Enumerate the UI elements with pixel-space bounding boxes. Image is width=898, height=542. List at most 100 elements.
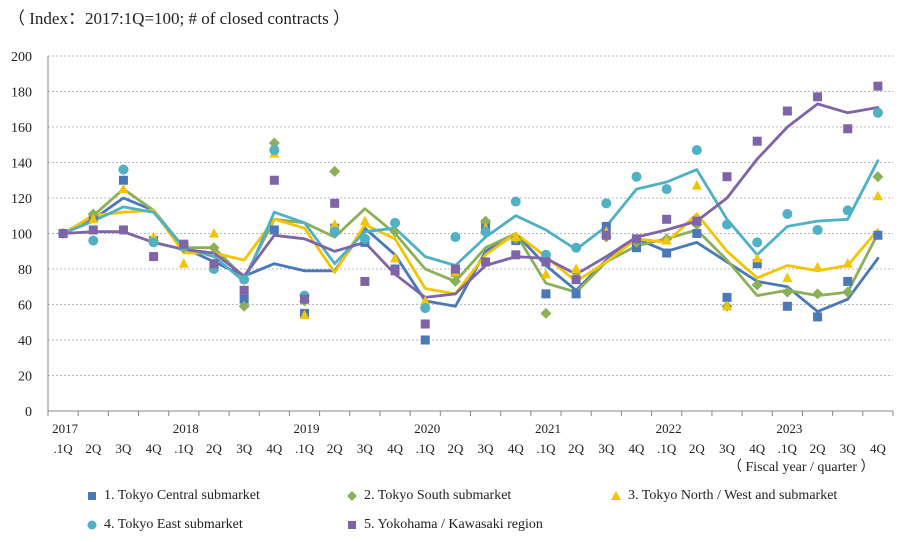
series-1-point: [873, 230, 883, 240]
legend-diamond-marker-icon: [347, 491, 357, 501]
series-5-point: [782, 106, 792, 116]
x-quarter-label: 4Q: [749, 441, 766, 456]
series-3-point: [299, 309, 310, 320]
series-5-point: [330, 198, 340, 208]
series-1-point: [813, 312, 823, 322]
series-4-point: [88, 235, 99, 246]
series-3-point: [661, 235, 672, 245]
legend-label: 4. Tokyo East submarket: [104, 517, 243, 532]
series-4-point: [390, 217, 401, 228]
series-4-point: [540, 249, 551, 260]
series-1-point: [571, 289, 581, 299]
series-1-point: [752, 259, 762, 269]
series-3-point: [359, 215, 370, 226]
series-3-point: [571, 263, 582, 273]
y-tick-label: 40: [18, 334, 32, 349]
x-quarter-label: 2Q: [327, 441, 344, 456]
x-quarter-label: .1Q: [295, 441, 315, 456]
legend-label: 1. Tokyo Central submarket: [104, 488, 260, 503]
series-5-point: [873, 81, 883, 91]
x-quarter-label: 2Q: [810, 441, 827, 456]
series-5-point: [88, 225, 98, 235]
series-line-5: [61, 102, 880, 299]
y-tick-label: 180: [11, 86, 32, 101]
series-5-point: [58, 229, 68, 238]
series-5-point: [269, 175, 279, 185]
series-3-point: [752, 252, 763, 263]
series-4-point: [450, 232, 461, 243]
legend-item-tokyo-south: 2. Tokyo South submarket: [346, 488, 511, 504]
x-quarter-label: 4Q: [629, 441, 646, 456]
series-5-point: [239, 285, 249, 295]
series-4-point: [239, 274, 250, 285]
series-2-point: [842, 286, 854, 298]
series-5-point: [420, 319, 430, 329]
x-quarter-label: 3Q: [478, 441, 495, 456]
series-2-point: [480, 215, 492, 227]
legend-square-marker-icon: [88, 492, 96, 500]
y-tick-label: 200: [11, 50, 32, 65]
series-5-point: [601, 230, 611, 240]
x-quarter-label: 3Q: [236, 441, 253, 456]
series-line-2: [61, 187, 880, 298]
x-quarter-label: 4Q: [387, 441, 404, 456]
series-2-point: [208, 242, 220, 254]
x-year-label: 2018: [173, 421, 199, 436]
x-year-label: 2017: [52, 421, 79, 436]
series-1-point: [118, 175, 128, 185]
series-3-point: [118, 183, 129, 194]
series-5-point: [813, 92, 823, 102]
x-year-label: 2023: [776, 421, 802, 436]
series-4-point: [691, 145, 702, 156]
x-quarter-label: 2Q: [689, 441, 706, 456]
x-quarter-label: .1Q: [536, 441, 556, 456]
series-4-point: [510, 196, 521, 207]
series-2-point: [872, 171, 884, 183]
series-4-point: [812, 224, 823, 235]
series-5-point: [571, 275, 581, 285]
x-year-label: 2022: [656, 421, 682, 436]
series-3-point: [390, 252, 401, 263]
x-quarter-label: 2Q: [85, 441, 102, 456]
series-5-point: [481, 257, 491, 267]
series-1-point: [782, 301, 792, 311]
series-2-point: [389, 226, 401, 238]
x-quarter-label: 2Q: [568, 441, 585, 456]
y-tick-label: 120: [11, 192, 32, 207]
series-1-point: [541, 289, 551, 299]
x-quarter-label: .1Q: [416, 441, 436, 456]
x-quarter-label: 2Q: [447, 441, 464, 456]
x-quarter-label: 3Q: [598, 441, 615, 456]
series-3-point: [540, 268, 551, 279]
legend-label: 3. Tokyo North / West and submarket: [628, 488, 838, 503]
series-1-point: [239, 294, 249, 304]
y-tick-label: 60: [18, 299, 32, 314]
x-quarter-label: .1Q: [778, 441, 798, 456]
series-points: [57, 81, 884, 345]
series-4-point: [269, 145, 280, 156]
series-4-point: [420, 303, 431, 314]
series-3-point: [420, 295, 431, 305]
series-5-point: [722, 172, 732, 182]
series-4-point: [631, 171, 642, 182]
series-5-point: [541, 257, 551, 267]
series-3-point: [178, 258, 189, 268]
y-axis-ticks: 0 20 40 60 80 100 120 140 160 180 200: [11, 50, 32, 420]
series-3-point: [812, 261, 823, 272]
series-5-point: [149, 252, 159, 262]
series-3-point: [329, 219, 340, 229]
x-quarter-label: .1Q: [657, 441, 677, 456]
series-5-point: [511, 250, 521, 260]
x-axis-note: （ Fiscal year / quarter ）: [728, 460, 875, 475]
y-tick-label: 140: [11, 157, 32, 172]
series-5-point: [450, 264, 460, 274]
legend-circle-marker-icon: [87, 520, 97, 530]
x-year-label: 2021: [535, 421, 561, 436]
axes: [47, 56, 893, 412]
series-1-point: [662, 248, 672, 258]
legend-item-tokyo-central: 1. Tokyo Central submarket: [86, 488, 260, 504]
x-quarter-label: 4Q: [508, 441, 525, 456]
x-quarter-label: 4Q: [870, 441, 887, 456]
legend-item-tokyo-north-west: 3. Tokyo North / West and submarket: [610, 488, 837, 504]
